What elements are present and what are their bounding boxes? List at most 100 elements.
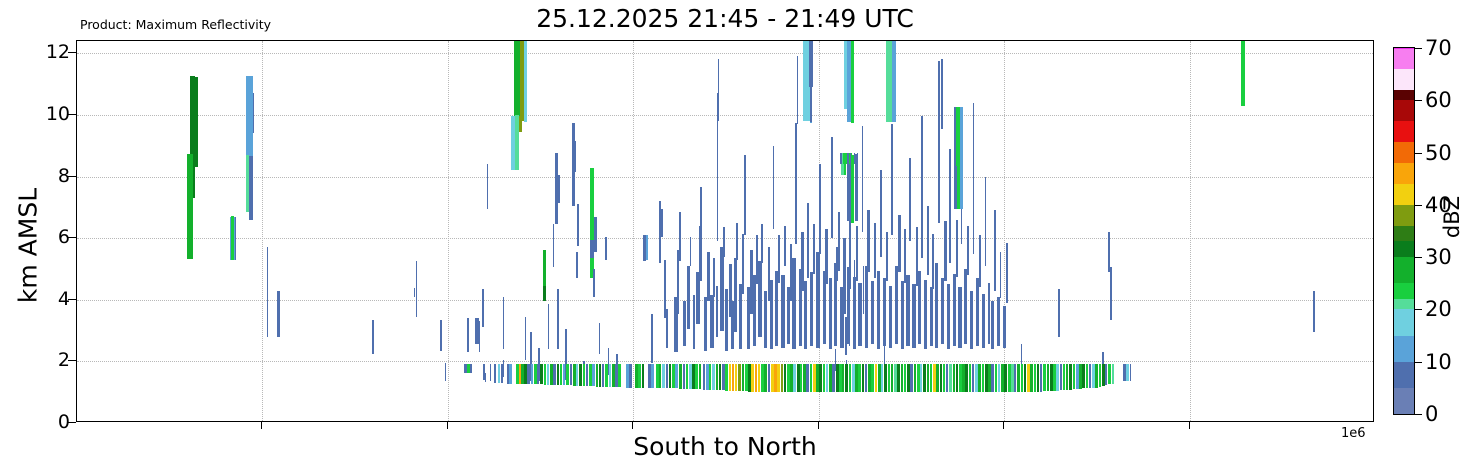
reflectivity-cell	[952, 273, 956, 346]
reflectivity-cell	[1036, 363, 1040, 392]
reflectivity-cell	[618, 363, 621, 387]
reflectivity-cell	[965, 363, 969, 393]
reflectivity-cell	[415, 261, 418, 317]
reflectivity-cell	[497, 363, 500, 383]
reflectivity-cell	[718, 363, 722, 390]
reflectivity-cell	[858, 282, 862, 346]
reflectivity-cell	[780, 363, 784, 393]
reflectivity-cell	[861, 125, 864, 232]
reflectivity-cell	[755, 235, 758, 285]
reflectivity-cell	[846, 267, 850, 345]
reflectivity-cell	[994, 363, 998, 393]
reflectivity-cell	[984, 363, 988, 393]
reflectivity-cell	[953, 107, 956, 168]
reflectivity-cell	[829, 363, 833, 393]
colorbar-tick-mark	[1415, 48, 1422, 49]
reflectivity-cell	[777, 363, 780, 393]
reflectivity-cell	[1075, 363, 1079, 390]
colorbar-tick-mark	[1415, 152, 1422, 154]
reflectivity-cell	[514, 41, 521, 122]
reflectivity-cell	[689, 363, 692, 390]
reflectivity-cell	[576, 252, 578, 279]
reflectivity-cell	[979, 235, 982, 288]
reflectivity-cell	[1020, 344, 1023, 377]
reflectivity-cell	[845, 316, 847, 356]
reflectivity-cell	[675, 363, 678, 389]
reflectivity-cell	[735, 363, 738, 391]
reflectivity-cell	[975, 278, 979, 346]
reflectivity-cell	[716, 93, 719, 242]
reflectivity-cell	[861, 363, 865, 393]
reflectivity-cell	[713, 258, 715, 297]
reflectivity-cell	[646, 235, 648, 260]
reflectivity-cell	[958, 363, 962, 393]
colorbar-title: dBZ	[1440, 195, 1464, 239]
reflectivity-cell	[796, 363, 800, 393]
reflectivity-cell	[602, 363, 605, 387]
reflectivity-cell	[527, 363, 531, 385]
reflectivity-cell	[685, 363, 689, 390]
reflectivity-cell	[741, 233, 744, 294]
reflectivity-cell	[554, 153, 559, 225]
reflectivity-cell	[190, 75, 196, 199]
reflectivity-cell	[1030, 363, 1033, 392]
reflectivity-cell	[509, 363, 512, 384]
reflectivity-cell	[952, 363, 956, 393]
reflectivity-cell	[809, 363, 813, 393]
reflectivity-cell	[822, 270, 826, 345]
reflectivity-cell	[758, 261, 762, 337]
reflectivity-cell	[1010, 363, 1014, 393]
reflectivity-cell	[1108, 363, 1112, 385]
reflectivity-cell	[831, 136, 833, 239]
reflectivity-cell	[932, 233, 935, 289]
reflectivity-cell	[913, 363, 916, 393]
colorbar-segment	[1394, 48, 1414, 49]
reflectivity-cell	[868, 363, 871, 393]
reflectivity-cell	[546, 363, 550, 386]
y-tick-mark	[68, 175, 76, 177]
reflectivity-cell	[941, 59, 943, 129]
reflectivity-cell	[764, 290, 768, 348]
reflectivity-cell	[712, 363, 716, 390]
reflectivity-cell	[844, 252, 846, 314]
reflectivity-cell	[557, 288, 560, 350]
reflectivity-cell	[984, 176, 987, 266]
reflectivity-cell	[1241, 41, 1245, 106]
x-tick-mark	[1003, 422, 1005, 429]
reflectivity-cell	[944, 221, 947, 282]
reflectivity-cell	[994, 210, 996, 291]
colorbar-tick-label: 10	[1425, 349, 1452, 374]
colorbar-segment	[1394, 335, 1414, 362]
reflectivity-cell	[530, 332, 532, 382]
reflectivity-cell	[440, 319, 443, 351]
reflectivity-cell	[478, 321, 480, 353]
reflectivity-cell	[574, 141, 576, 172]
reflectivity-cell	[807, 202, 810, 279]
reflectivity-cell	[502, 296, 505, 350]
colorbar-segment	[1394, 89, 1414, 101]
reflectivity-cell	[748, 363, 751, 392]
reflectivity-cell	[582, 363, 586, 387]
reflectivity-cell	[796, 56, 799, 125]
reflectivity-cell	[936, 363, 939, 393]
reflectivity-cell	[463, 363, 467, 374]
reflectivity-cell	[855, 363, 858, 393]
reflectivity-cell	[923, 279, 928, 350]
reflectivity-cell	[990, 301, 995, 350]
reflectivity-cell	[234, 216, 237, 260]
reflectivity-cell	[884, 363, 888, 393]
reflectivity-cell	[248, 155, 253, 220]
reflectivity-cell	[731, 301, 734, 350]
reflectivity-cell	[958, 287, 962, 348]
reflectivity-cell	[674, 296, 678, 353]
reflectivity-cell	[887, 363, 891, 393]
reflectivity-cell	[1014, 363, 1017, 393]
reflectivity-cell	[1003, 305, 1007, 348]
reflectivity-cell	[715, 285, 719, 337]
reflectivity-cell	[725, 363, 728, 391]
reflectivity-cell	[702, 363, 705, 390]
reflectivity-cell	[1043, 363, 1047, 391]
reflectivity-cell	[695, 363, 699, 390]
reflectivity-cell	[579, 363, 583, 387]
colorbar	[1393, 47, 1415, 415]
